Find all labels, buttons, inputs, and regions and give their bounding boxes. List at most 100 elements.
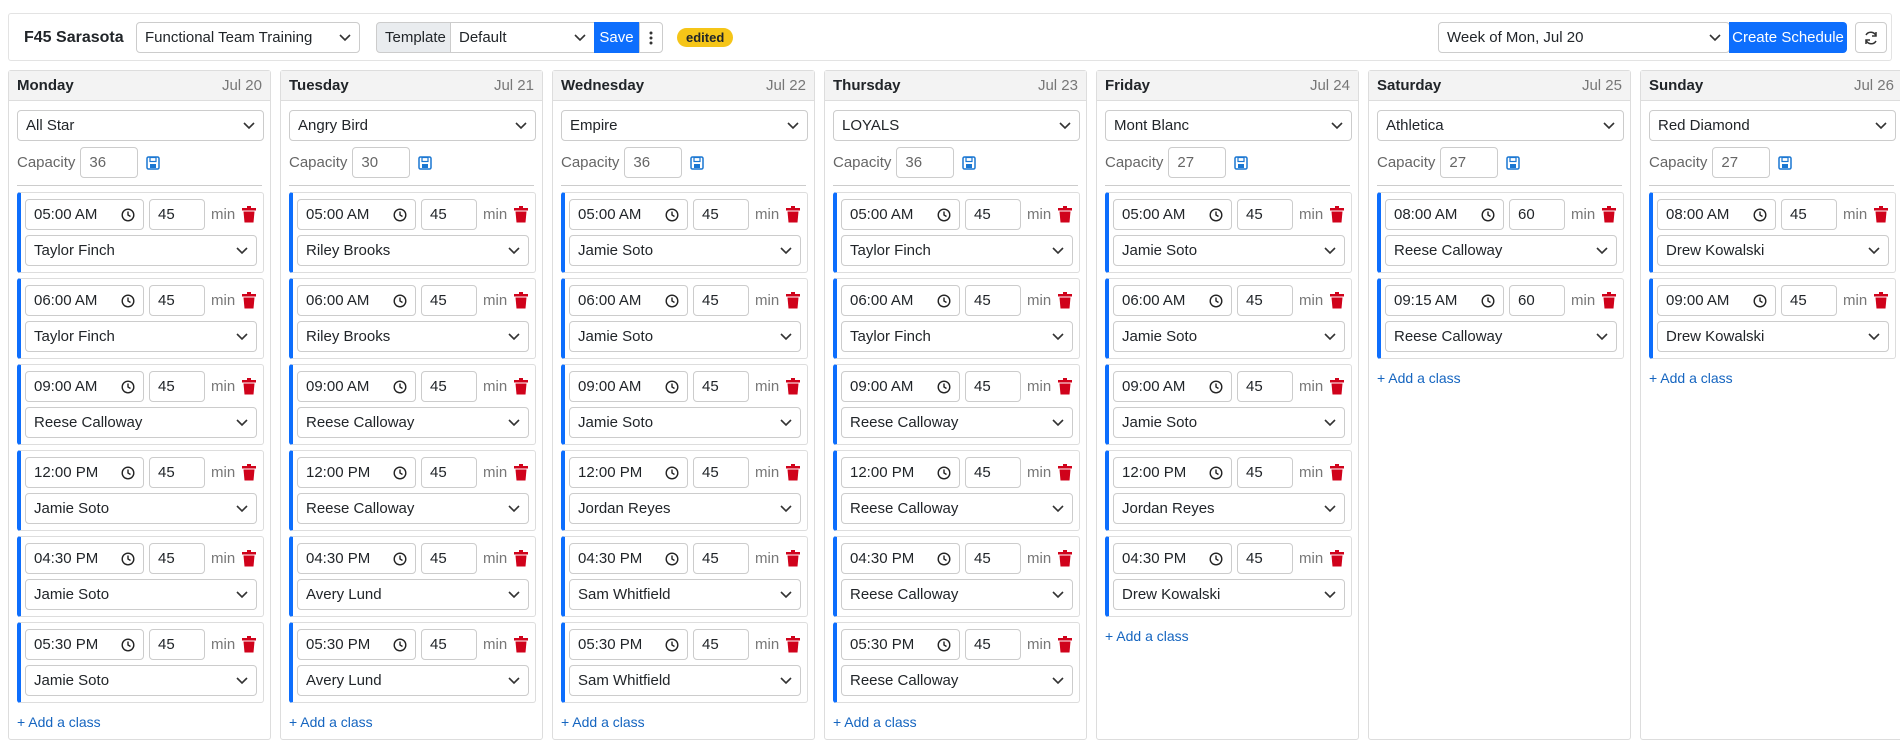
save-button[interactable]: Save	[594, 22, 639, 53]
duration-input[interactable]: 45	[1237, 543, 1293, 574]
delete-button[interactable]	[514, 636, 528, 657]
delete-button[interactable]	[1602, 206, 1616, 227]
coach-select[interactable]: Sam Whitfield	[569, 665, 801, 696]
duration-input[interactable]: 45	[693, 543, 749, 574]
coach-select[interactable]: Jamie Soto	[569, 235, 801, 266]
duration-input[interactable]: 45	[693, 457, 749, 488]
duration-input[interactable]: 45	[1237, 371, 1293, 402]
coach-select[interactable]: Reese Calloway	[841, 407, 1073, 438]
capacity-input[interactable]: 27	[1712, 147, 1771, 178]
delete-button[interactable]	[1058, 464, 1072, 485]
workout-select[interactable]: Athletica	[1377, 110, 1624, 141]
time-input[interactable]: 05:30 PM	[569, 629, 688, 660]
duration-input[interactable]: 45	[1781, 199, 1837, 230]
add-class-link[interactable]: + Add a class	[561, 714, 645, 730]
duration-input[interactable]: 45	[149, 629, 205, 660]
time-input[interactable]: 09:00 AM	[25, 371, 144, 402]
add-class-link[interactable]: + Add a class	[17, 714, 101, 730]
duration-input[interactable]: 45	[149, 285, 205, 316]
coach-select[interactable]: Reese Calloway	[841, 579, 1073, 610]
delete-button[interactable]	[514, 550, 528, 571]
delete-button[interactable]	[1330, 378, 1344, 399]
more-button[interactable]	[639, 22, 663, 53]
delete-button[interactable]	[1330, 464, 1344, 485]
week-select[interactable]: Week of Mon, Jul 20	[1438, 22, 1730, 53]
delete-button[interactable]	[514, 378, 528, 399]
workout-select[interactable]: Red Diamond	[1649, 110, 1896, 141]
coach-select[interactable]: Reese Calloway	[1385, 235, 1617, 266]
duration-input[interactable]: 45	[421, 371, 477, 402]
coach-select[interactable]: Reese Calloway	[297, 407, 529, 438]
workout-select[interactable]: Mont Blanc	[1105, 110, 1352, 141]
time-input[interactable]: 05:00 AM	[25, 199, 144, 230]
create-button[interactable]: Create Schedule	[1729, 22, 1847, 53]
coach-select[interactable]: Jamie Soto	[25, 665, 257, 696]
template-select[interactable]: Default	[450, 22, 595, 53]
delete-button[interactable]	[1330, 206, 1344, 227]
coach-select[interactable]: Reese Calloway	[25, 407, 257, 438]
coach-select[interactable]: Jordan Reyes	[1113, 493, 1345, 524]
delete-button[interactable]	[514, 464, 528, 485]
duration-input[interactable]: 45	[1237, 457, 1293, 488]
delete-button[interactable]	[1058, 636, 1072, 657]
time-input[interactable]: 04:30 PM	[841, 543, 960, 574]
time-input[interactable]: 06:00 AM	[297, 285, 416, 316]
time-input[interactable]: 08:00 AM	[1385, 199, 1504, 230]
duration-input[interactable]: 60	[1509, 199, 1565, 230]
delete-button[interactable]	[786, 206, 800, 227]
time-input[interactable]: 09:00 AM	[1657, 285, 1776, 316]
delete-button[interactable]	[242, 206, 256, 227]
duration-input[interactable]: 45	[421, 457, 477, 488]
coach-select[interactable]: Jordan Reyes	[569, 493, 801, 524]
time-input[interactable]: 09:15 AM	[1385, 285, 1504, 316]
coach-select[interactable]: Jamie Soto	[25, 579, 257, 610]
time-input[interactable]: 06:00 AM	[841, 285, 960, 316]
coach-select[interactable]: Drew Kowalski	[1657, 321, 1889, 352]
workout-select[interactable]: LOYALS	[833, 110, 1080, 141]
time-input[interactable]: 06:00 AM	[569, 285, 688, 316]
time-input[interactable]: 05:00 AM	[841, 199, 960, 230]
add-class-link[interactable]: + Add a class	[833, 714, 917, 730]
add-class-link[interactable]: + Add a class	[1105, 628, 1189, 644]
time-input[interactable]: 04:30 PM	[1113, 543, 1232, 574]
duration-input[interactable]: 45	[693, 629, 749, 660]
duration-input[interactable]: 45	[965, 285, 1021, 316]
time-input[interactable]: 05:00 AM	[569, 199, 688, 230]
time-input[interactable]: 12:00 PM	[297, 457, 416, 488]
add-class-link[interactable]: + Add a class	[289, 714, 373, 730]
duration-input[interactable]: 45	[421, 199, 477, 230]
time-input[interactable]: 06:00 AM	[25, 285, 144, 316]
delete-button[interactable]	[1330, 550, 1344, 571]
add-class-link[interactable]: + Add a class	[1377, 370, 1461, 386]
delete-button[interactable]	[242, 292, 256, 313]
coach-select[interactable]: Jamie Soto	[569, 321, 801, 352]
time-input[interactable]: 09:00 AM	[841, 371, 960, 402]
time-input[interactable]: 08:00 AM	[1657, 199, 1776, 230]
delete-button[interactable]	[1874, 206, 1888, 227]
duration-input[interactable]: 45	[693, 285, 749, 316]
coach-select[interactable]: Taylor Finch	[841, 235, 1073, 266]
duration-input[interactable]: 45	[693, 199, 749, 230]
duration-input[interactable]: 45	[149, 543, 205, 574]
duration-input[interactable]: 45	[149, 371, 205, 402]
time-input[interactable]: 05:00 AM	[297, 199, 416, 230]
time-input[interactable]: 09:00 AM	[1113, 371, 1232, 402]
time-input[interactable]: 09:00 AM	[297, 371, 416, 402]
capacity-input[interactable]: 36	[624, 147, 683, 178]
coach-select[interactable]: Reese Calloway	[297, 493, 529, 524]
delete-button[interactable]	[242, 550, 256, 571]
coach-select[interactable]: Jamie Soto	[569, 407, 801, 438]
delete-button[interactable]	[242, 378, 256, 399]
time-input[interactable]: 04:30 PM	[25, 543, 144, 574]
capacity-input[interactable]: 36	[896, 147, 955, 178]
coach-select[interactable]: Drew Kowalski	[1113, 579, 1345, 610]
duration-input[interactable]: 45	[421, 629, 477, 660]
workout-select[interactable]: Angry Bird	[289, 110, 536, 141]
duration-input[interactable]: 45	[1237, 199, 1293, 230]
delete-button[interactable]	[514, 292, 528, 313]
coach-select[interactable]: Taylor Finch	[25, 321, 257, 352]
duration-input[interactable]: 45	[1237, 285, 1293, 316]
coach-select[interactable]: Jamie Soto	[1113, 235, 1345, 266]
delete-button[interactable]	[786, 550, 800, 571]
delete-button[interactable]	[1058, 378, 1072, 399]
